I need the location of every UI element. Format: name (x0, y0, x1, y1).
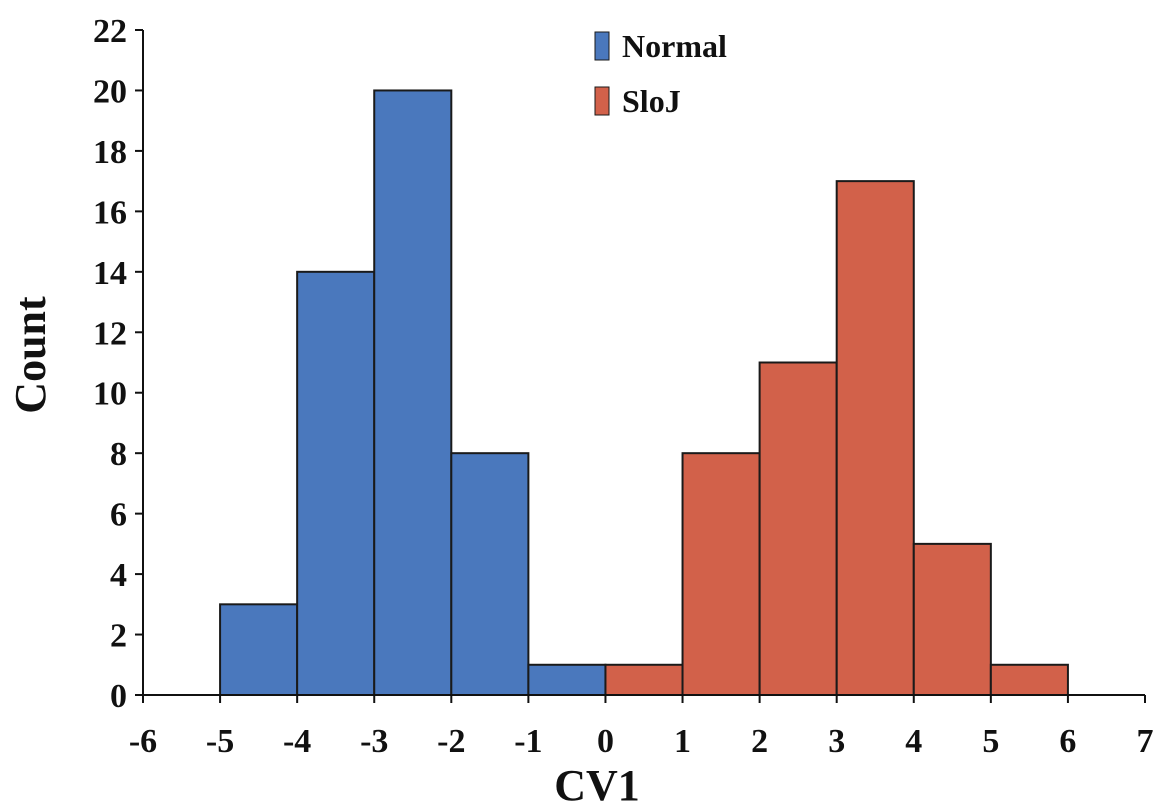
histogram-bar-normal-3 (450, 452, 530, 696)
y-tick-label: 2 (110, 618, 127, 655)
x-tick-label: -3 (360, 723, 388, 760)
x-tick-label: -1 (514, 723, 542, 760)
histogram-bar-normal-4 (527, 663, 607, 696)
y-tick-label: 20 (93, 73, 127, 110)
legend-label-normal: Normal (622, 28, 727, 64)
x-tick-label: 6 (1059, 723, 1076, 760)
x-tick-label: 5 (982, 723, 999, 760)
legend-swatch-normal (594, 31, 610, 61)
y-tick-label: 12 (93, 315, 127, 352)
y-tick-label: 6 (110, 497, 127, 534)
y-tick-label: 8 (110, 436, 127, 473)
histogram-bar-sloj-1 (681, 452, 761, 696)
y-tick-label: 4 (110, 557, 127, 594)
histogram-bar-sloj-2 (758, 361, 838, 696)
x-tick-label: -2 (437, 723, 465, 760)
histogram-bar-normal-2 (373, 89, 453, 697)
x-tick-label: 0 (597, 723, 614, 760)
legend-label-sloj: SloJ (622, 83, 681, 119)
x-tick-label: 1 (674, 723, 691, 760)
y-ticks: 0 2 4 6 8 10 12 14 16 18 20 22 (93, 13, 143, 715)
y-tick-label: 14 (93, 255, 127, 292)
y-tick-label: 10 (93, 376, 127, 413)
histogram-bar-sloj-3 (835, 180, 915, 697)
legend-swatch-sloj (594, 86, 610, 116)
x-tick-label: 7 (1137, 723, 1154, 760)
x-tick-label: -5 (206, 723, 234, 760)
y-tick-label: 0 (110, 678, 127, 715)
histogram-bar-normal-0 (219, 603, 299, 696)
histogram-bar-sloj-5 (989, 663, 1069, 696)
axes-layer (142, 30, 1145, 696)
x-tick-label: 3 (828, 723, 845, 760)
y-tick-label: 18 (93, 134, 127, 171)
legend: Normal SloJ (594, 28, 727, 119)
x-tick-label: -6 (129, 723, 157, 760)
histogram-bar-sloj-4 (912, 542, 992, 697)
y-tick-label: 22 (93, 13, 127, 50)
x-tick-label: -4 (283, 723, 311, 760)
y-axis-title: Count (6, 296, 55, 414)
histogram-bar-sloj-0 (604, 663, 684, 696)
x-tick-label: 2 (751, 723, 768, 760)
x-tick-label: 4 (905, 723, 922, 760)
bars-layer (219, 89, 1069, 697)
histogram-bar-normal-1 (296, 270, 376, 696)
x-ticks: -6 -5 -4 -3 -2 -1 0 1 2 3 4 5 6 7 (129, 695, 1154, 760)
y-tick-label: 16 (93, 194, 127, 231)
x-axis-title: CV1 (554, 761, 640, 806)
